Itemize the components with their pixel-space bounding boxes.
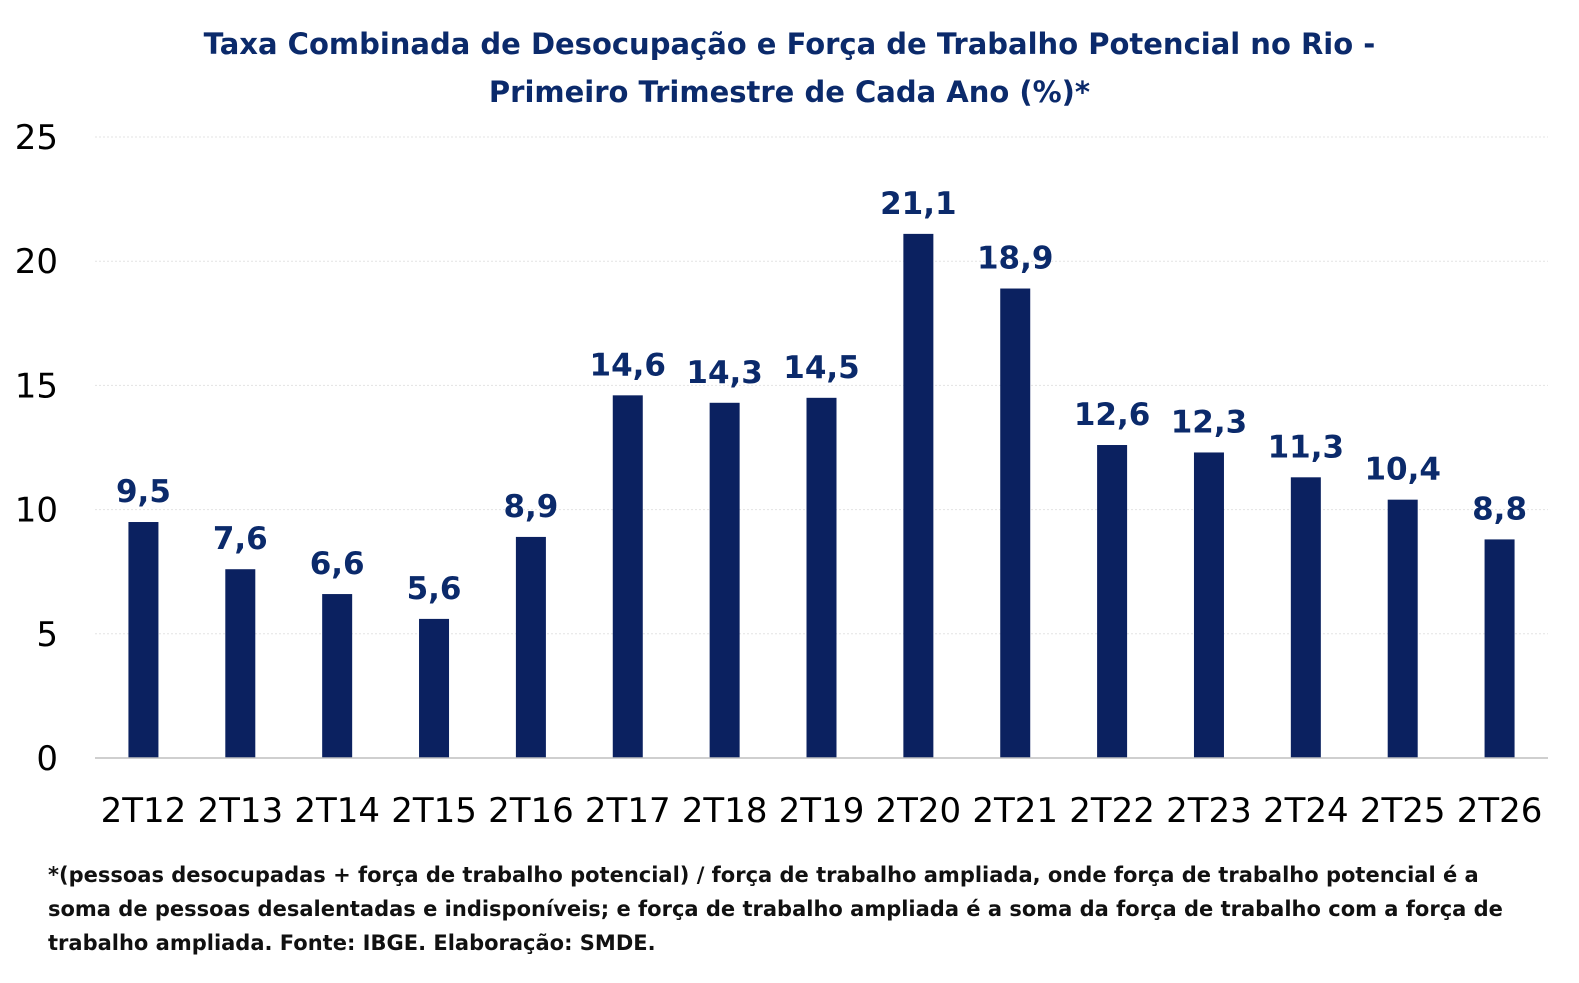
bar (612, 395, 643, 758)
x-tick-label: 2T26 (1457, 791, 1543, 831)
bar (1000, 288, 1031, 758)
footnote: *(pessoas desocupadas + força de trabalh… (48, 858, 1548, 960)
data-label: 11,3 (1268, 429, 1345, 465)
data-label: 9,5 (116, 474, 171, 510)
x-tick-label: 2T24 (1263, 791, 1349, 831)
chart-title: Taxa Combinada de Desocupação e Força de… (0, 20, 1579, 116)
bars (128, 233, 1515, 759)
data-label: 5,6 (407, 571, 462, 607)
x-tick-label: 2T15 (391, 791, 477, 831)
data-label: 18,9 (977, 241, 1054, 277)
bar (1193, 452, 1224, 758)
data-label: 7,6 (213, 521, 268, 557)
bar (128, 522, 159, 758)
data-label: 10,4 (1364, 452, 1441, 488)
y-tick-label: 15 (15, 366, 58, 406)
x-tick-label: 2T19 (779, 791, 865, 831)
x-tick-label: 2T18 (682, 791, 768, 831)
bar (515, 536, 546, 758)
bar (1387, 499, 1418, 758)
data-label: 21,1 (880, 186, 957, 222)
x-tick-label: 2T25 (1360, 791, 1446, 831)
data-label: 14,5 (783, 350, 860, 386)
bar (225, 569, 256, 758)
chart-title-line-1: Taxa Combinada de Desocupação e Força de… (203, 27, 1376, 61)
x-tick-label: 2T21 (972, 791, 1058, 831)
x-tick-label: 2T12 (101, 791, 187, 831)
bar (709, 402, 740, 758)
chart-title-line-2: Primeiro Trimestre de Cada Ano (%)* (488, 75, 1091, 109)
y-tick-label: 0 (36, 739, 58, 779)
bar (1290, 477, 1321, 758)
x-axis: 2T12 2T13 2T14 2T15 2T16 2T17 2T18 2T19 2T20 2T21… (95, 757, 1548, 831)
bar (1097, 445, 1128, 758)
footnote-line-1: *(pessoas desocupadas + força de trabalh… (48, 863, 1479, 887)
x-tick-label: 2T20 (876, 791, 962, 831)
bar (1484, 539, 1515, 758)
bar (806, 397, 837, 758)
x-tick-label: 2T16 (488, 791, 574, 831)
data-label: 14,6 (590, 347, 667, 383)
data-label: 14,3 (686, 355, 763, 391)
x-tick-label: 2T17 (585, 791, 671, 831)
bar (419, 618, 450, 758)
data-label: 12,3 (1171, 404, 1248, 440)
y-tick-label: 20 (15, 242, 58, 282)
footnote-line-2: soma de pessoas desalentadas e indisponí… (48, 897, 1503, 921)
y-tick-label: 25 (15, 118, 58, 158)
footnote-line-3: trabalho ampliada. Fonte: IBGE. Elaboraç… (48, 931, 656, 955)
y-axis: 0 5 10 15 20 25 (15, 118, 58, 779)
data-labels: 9,5 7,6 6,6 5,6 8,9 14,6 14,3 14,5 21,1 18,9 12,6 1… (116, 186, 1527, 607)
y-tick-label: 5 (36, 615, 58, 655)
x-tick-label: 2T13 (197, 791, 283, 831)
x-tick-label: 2T23 (1166, 791, 1252, 831)
x-tick-label: 2T22 (1069, 791, 1155, 831)
y-tick-label: 10 (15, 491, 58, 531)
bar-chart: 9,5 7,6 6,6 5,6 8,9 14,6 14,3 14,5 21,1 18,9 12,6 1… (15, 118, 1548, 831)
x-tick-label: 2T14 (294, 791, 380, 831)
data-label: 6,6 (310, 546, 365, 582)
bar (903, 233, 934, 759)
data-label: 12,6 (1074, 397, 1151, 433)
data-label: 8,9 (503, 489, 558, 525)
data-label: 8,8 (1472, 491, 1527, 527)
bar (322, 594, 353, 758)
